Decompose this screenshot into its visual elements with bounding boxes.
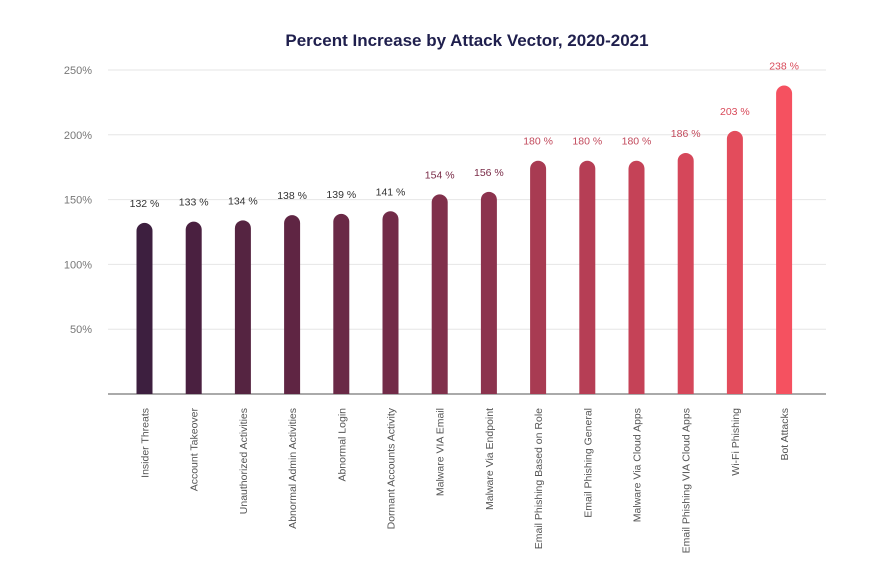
data-label: 180 % xyxy=(523,136,553,148)
data-label: 139 % xyxy=(326,189,356,201)
data-label: 203 % xyxy=(720,106,750,118)
data-label: 138 % xyxy=(277,190,307,202)
y-tick-label: 100% xyxy=(64,259,92,271)
bar xyxy=(333,213,350,394)
data-label: 141 % xyxy=(376,186,406,198)
data-label: 238 % xyxy=(769,61,799,73)
bar xyxy=(480,191,497,394)
bar xyxy=(382,211,399,394)
data-label: 134 % xyxy=(228,195,258,207)
data-label: 156 % xyxy=(474,167,504,179)
bar xyxy=(726,130,743,395)
chart-title: Percent Increase by Attack Vector, 2020-… xyxy=(285,31,648,50)
data-label: 186 % xyxy=(671,128,701,140)
category-label: Abnormal Admin Activities xyxy=(287,408,299,529)
category-label: Dormant Accounts Activity xyxy=(386,407,398,529)
category-label: Insider Threats xyxy=(140,408,152,478)
data-label: 133 % xyxy=(179,197,209,209)
category-label: Unauthorized Activities xyxy=(238,408,250,514)
bar xyxy=(530,160,547,394)
bar xyxy=(431,194,448,394)
y-tick-label: 50% xyxy=(70,324,92,336)
data-label: 132 % xyxy=(130,198,160,210)
category-label: Abnormal Login xyxy=(336,408,348,482)
category-label: Email Phishing Based on Role xyxy=(533,408,545,549)
category-label: Malware Via Endpoint xyxy=(484,408,496,510)
bar xyxy=(234,220,251,394)
bar xyxy=(284,215,301,394)
category-label: Account Takeover xyxy=(189,408,201,492)
data-label: 180 % xyxy=(622,136,652,148)
data-labels: 132 % 133 % 134 % 138 % 139 % 141 % 154 % 156 %… xyxy=(130,61,799,210)
category-label: Email Phishing VIA Cloud Apps xyxy=(681,408,693,553)
y-tick-label: 250% xyxy=(64,65,92,77)
category-labels: Insider Threats Account Takeover Unauthori… xyxy=(140,407,792,553)
bars xyxy=(136,85,793,395)
data-label: 154 % xyxy=(425,169,455,181)
category-label: Malware VIA Email xyxy=(435,408,447,496)
category-label: Wi-Fi Phishing xyxy=(730,408,742,476)
gridlines xyxy=(108,69,826,330)
category-label: Bot Attacks xyxy=(779,408,791,461)
category-label: Malware Via Cloud Apps xyxy=(632,408,644,522)
category-label: Email Phishing General xyxy=(582,408,594,518)
bar xyxy=(185,221,202,394)
y-tick-label: 200% xyxy=(64,130,92,142)
bar xyxy=(628,160,645,394)
data-label: 180 % xyxy=(572,136,602,148)
y-tick-label: 150% xyxy=(64,195,92,207)
bar xyxy=(677,152,694,394)
bar xyxy=(579,160,596,394)
bar xyxy=(776,85,793,394)
y-axis-ticks: 50% 100% 150% 200% 250% xyxy=(64,65,92,336)
bar xyxy=(136,222,153,394)
